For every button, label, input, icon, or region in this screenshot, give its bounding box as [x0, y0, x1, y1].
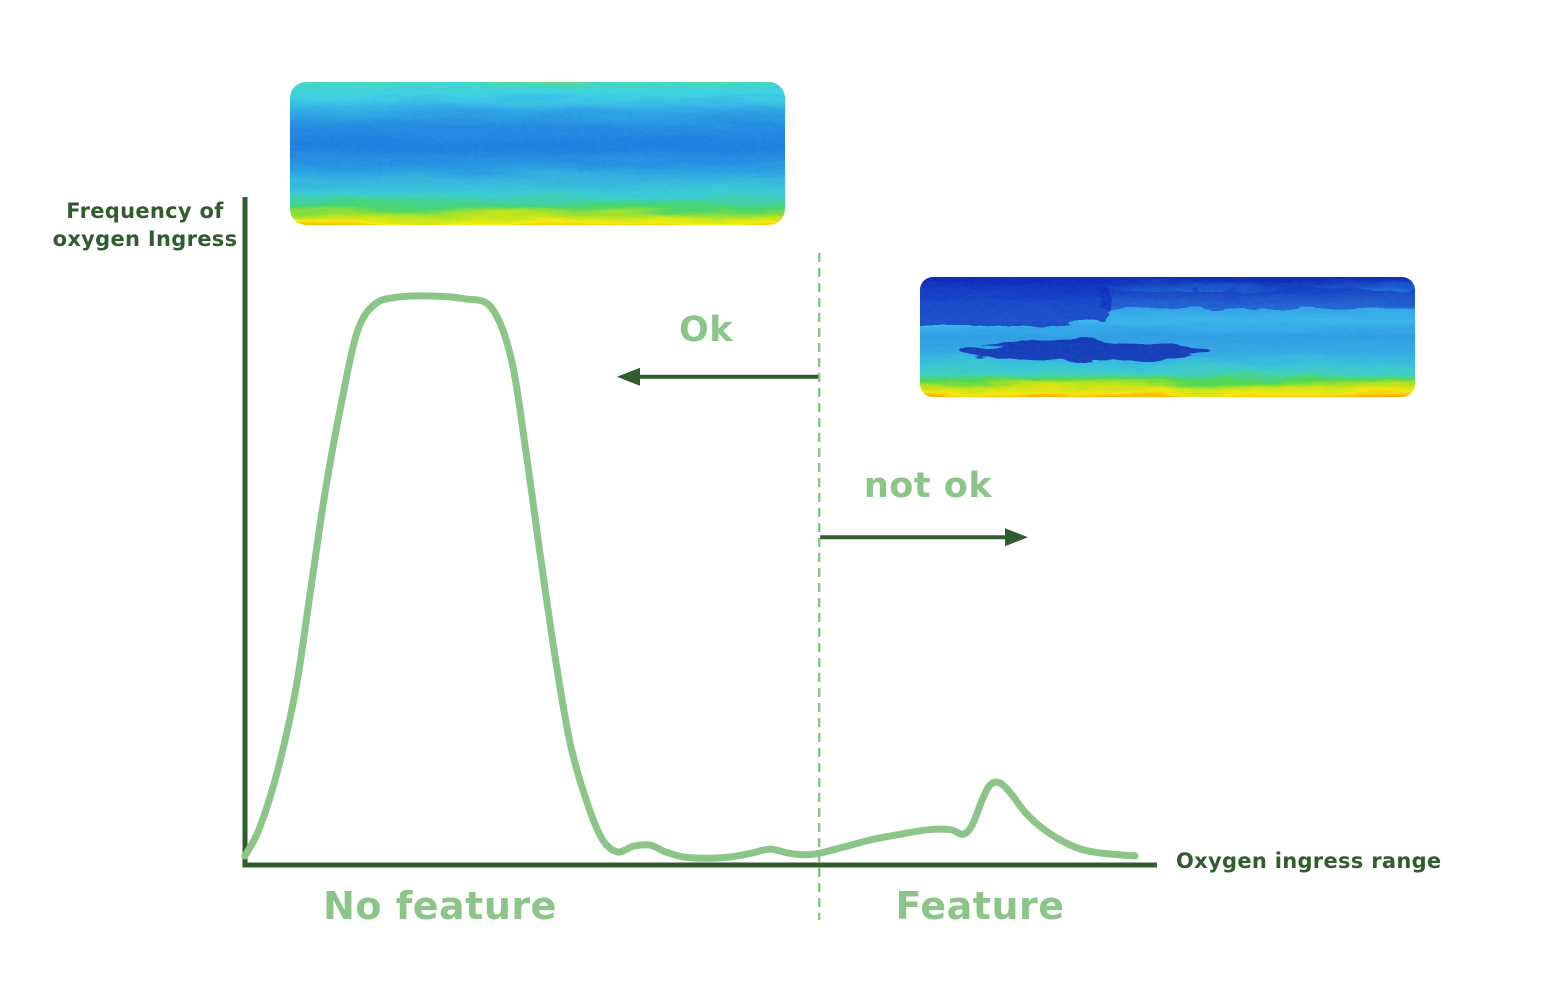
no-feature-region-label: No feature	[323, 884, 557, 928]
not-ok-label: not ok	[863, 466, 993, 506]
y-axis-label-line1: Frequency of	[66, 199, 224, 223]
frequency-curve	[241, 292, 1139, 862]
y-axis-label-line2: oxygen Ingress	[52, 227, 238, 251]
heatmap-no-feature	[290, 82, 785, 225]
y-axis-label: Frequency of oxygen Ingress	[30, 197, 260, 253]
not-ok-arrow-head-icon	[1005, 528, 1028, 547]
ok-label: Ok	[678, 310, 734, 350]
x-axis-label: Oxygen ingress range	[1176, 849, 1442, 873]
ok-arrow-head-icon	[617, 367, 640, 386]
feature-region-label: Feature	[895, 884, 1065, 928]
heatmap-feature	[920, 277, 1415, 397]
